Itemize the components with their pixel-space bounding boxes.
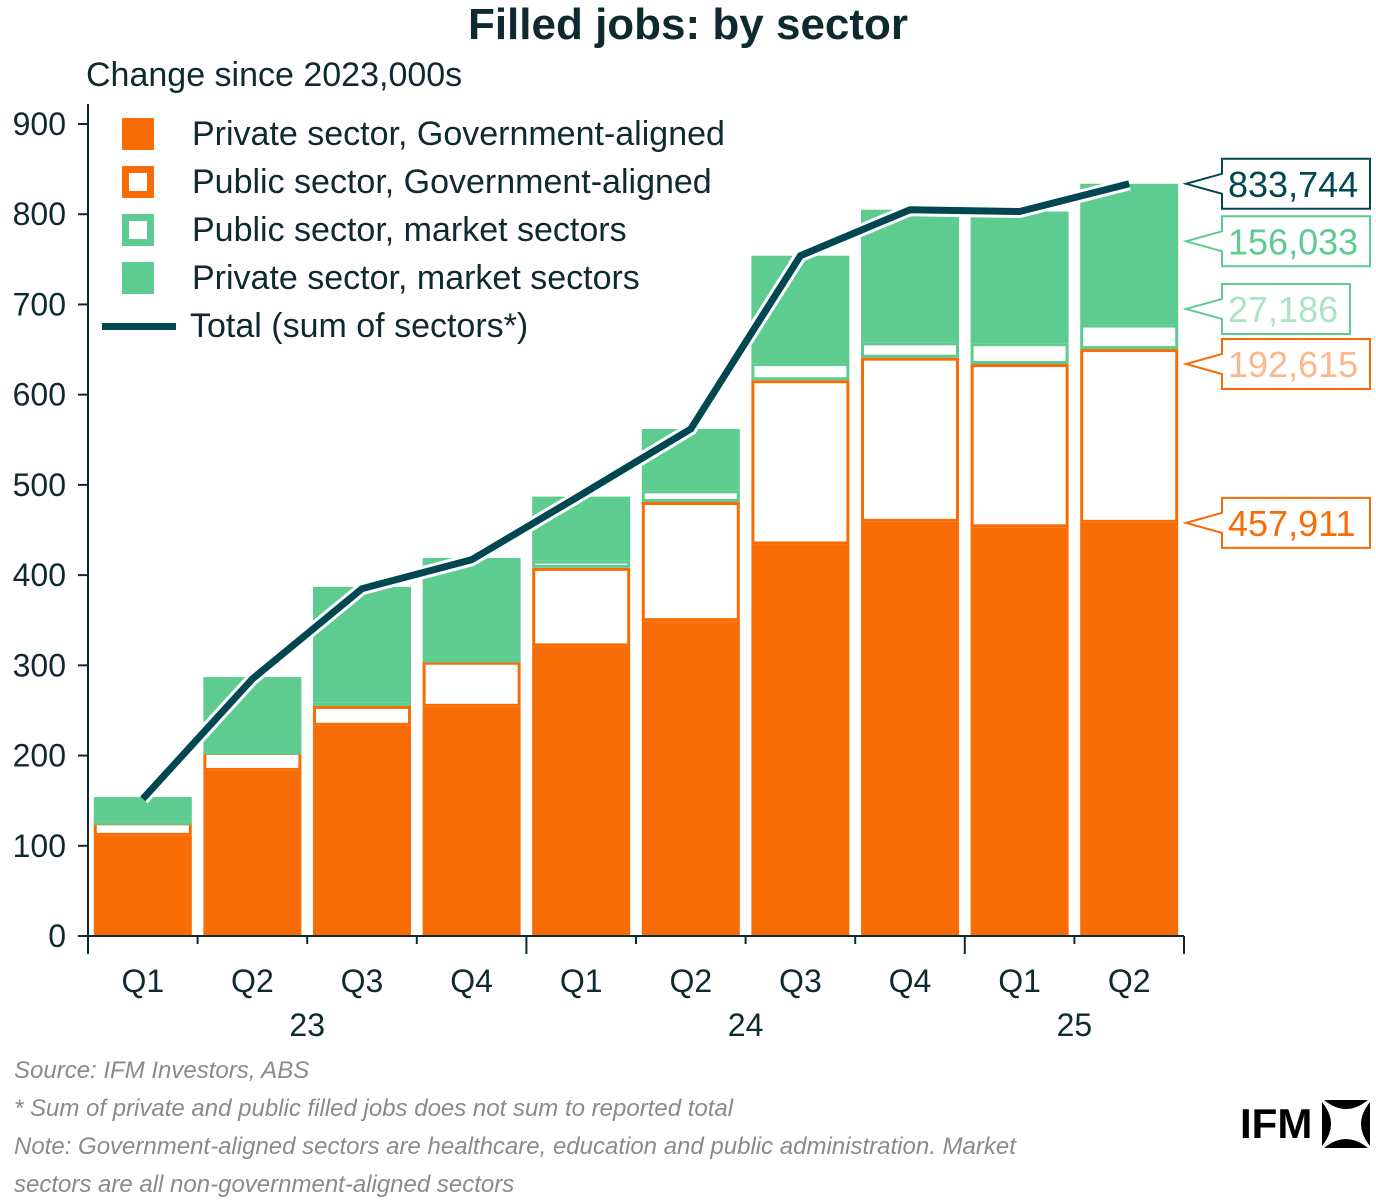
callout-box <box>1182 157 1371 210</box>
bar-segment <box>313 705 411 726</box>
bar-segment <box>532 567 631 647</box>
bar-segment <box>1080 522 1179 936</box>
legend-label: Private sector, Government-aligned <box>192 114 725 153</box>
legend-swatch-public-gov <box>122 166 154 198</box>
bar-segment <box>203 770 302 936</box>
bar-segment <box>970 527 1069 936</box>
legend-label: Private sector, market sectors <box>192 258 640 297</box>
x-tick-label: Q1 <box>121 963 164 999</box>
x-group-label: 25 <box>1057 1007 1093 1043</box>
x-group-label: 24 <box>728 1007 764 1043</box>
callout-label: 156,033 <box>1228 221 1358 262</box>
callout-label: 192,615 <box>1228 344 1358 385</box>
bar-segment <box>422 661 521 707</box>
y-tick-label: 600 <box>13 377 66 413</box>
bar-segment <box>641 502 740 622</box>
y-tick-label: 300 <box>13 647 66 683</box>
legend-label: Public sector, market sectors <box>192 210 627 249</box>
x-tick-label: Q2 <box>1108 963 1151 999</box>
bar-segment <box>313 725 411 936</box>
y-tick-label: 200 <box>13 738 66 774</box>
y-tick-label: 400 <box>13 557 66 593</box>
callout-box <box>1182 282 1351 335</box>
legend-item-public-market: Public sector, market sectors <box>100 206 725 254</box>
x-group-label: 23 <box>289 1007 325 1043</box>
bar-segment <box>93 835 192 936</box>
y-tick-label: 500 <box>13 467 66 503</box>
ifm-logo: IFM <box>1240 1100 1371 1148</box>
logo-text: IFM <box>1240 1100 1313 1147</box>
legend-swatch-public-market <box>122 214 154 246</box>
note-line-2: sectors are all non-government-aligned s… <box>14 1171 515 1198</box>
bar-segment <box>93 821 192 825</box>
bar-segment <box>1080 183 1179 325</box>
bar-segment <box>751 363 850 381</box>
callout-box <box>1182 496 1371 549</box>
bar-segment <box>861 342 959 358</box>
legend-item-public-gov: Public sector, Government-aligned <box>100 158 725 206</box>
callout-box <box>1182 337 1371 390</box>
legend-swatch-total <box>102 322 176 330</box>
bar-segment <box>313 702 411 706</box>
legend: Private sector, Government-aligned Publi… <box>100 110 725 350</box>
bar-segment <box>641 428 740 491</box>
y-axis-label: Change since 2023,000s <box>86 56 463 94</box>
y-tick-label: 0 <box>48 918 66 954</box>
bar-segment <box>93 797 192 822</box>
callout-label: 457,911 <box>1228 503 1355 544</box>
bar-segment <box>861 209 959 343</box>
bar-segment <box>422 706 521 936</box>
bar-segment <box>93 822 192 836</box>
callout-box <box>1182 215 1371 268</box>
bar-segment <box>532 560 631 568</box>
x-tick-label: Q4 <box>889 963 932 999</box>
notes: Source: IFM Investors, ABS * Sum of priv… <box>14 1052 1016 1204</box>
legend-item-private-gov: Private sector, Government-aligned <box>100 110 725 158</box>
chart-title: Filled jobs: by sector <box>467 0 909 49</box>
x-tick-label: Q4 <box>450 963 493 999</box>
total-line <box>140 180 1131 802</box>
x-tick-label: Q1 <box>998 963 1041 999</box>
bar-segment <box>532 646 631 936</box>
x-tick-label: Q2 <box>669 963 712 999</box>
x-tick-label: Q1 <box>560 963 603 999</box>
y-tick-label: 800 <box>13 196 66 232</box>
bar-segment <box>1080 324 1179 350</box>
footnote: * Sum of private and public filled jobs … <box>14 1095 734 1122</box>
bar-segment <box>641 621 740 936</box>
bar-segment <box>861 521 959 936</box>
bar-segment <box>422 659 521 663</box>
bar-segment <box>1080 349 1179 523</box>
x-tick-label: Q2 <box>231 963 274 999</box>
bar-segment <box>970 363 1069 528</box>
legend-item-private-market: Private sector, market sectors <box>100 254 725 302</box>
legend-swatch-private-market <box>122 262 154 294</box>
bar-segment <box>203 751 302 755</box>
y-tick-label: 100 <box>13 828 66 864</box>
bar-segment <box>313 586 411 703</box>
legend-item-total: Total (sum of sectors*) <box>100 302 725 350</box>
note-line-1: Note: Government-aligned sectors are hea… <box>14 1133 1016 1160</box>
logo-mark-icon <box>1322 1100 1371 1148</box>
bar-segment <box>203 751 302 771</box>
legend-label: Public sector, Government-aligned <box>192 162 712 201</box>
callout-label: 27,186 <box>1228 289 1338 330</box>
source-note: Source: IFM Investors, ABS <box>14 1057 310 1084</box>
legend-swatch-private-gov <box>122 118 154 150</box>
bar-segment <box>641 490 740 503</box>
y-tick-label: 700 <box>13 286 66 322</box>
callout-label: 833,744 <box>1228 164 1358 205</box>
bar-segment <box>861 357 959 522</box>
bar-segment <box>970 211 1069 344</box>
x-tick-label: Q3 <box>779 963 822 999</box>
bar-segment <box>751 380 850 545</box>
x-tick-label: Q3 <box>341 963 384 999</box>
bar-segment <box>751 544 850 936</box>
legend-label: Total (sum of sectors*) <box>190 306 529 345</box>
y-tick-label: 900 <box>13 106 66 142</box>
bar-segment <box>970 343 1069 364</box>
bar-segment <box>532 496 631 561</box>
